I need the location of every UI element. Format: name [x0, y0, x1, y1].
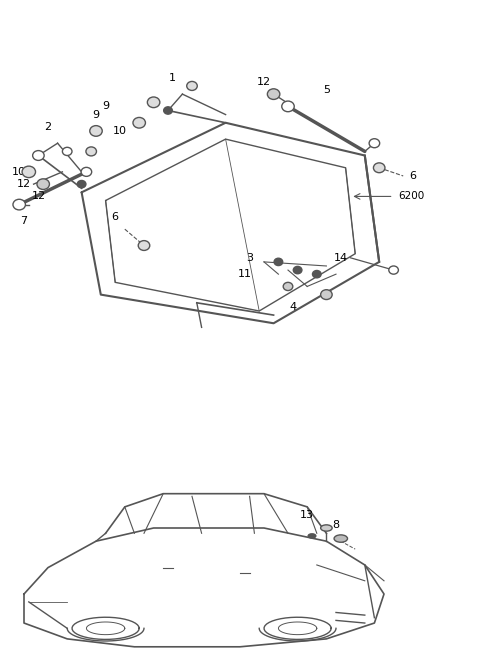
Circle shape — [321, 525, 332, 531]
Circle shape — [22, 166, 36, 178]
Text: 9: 9 — [102, 102, 109, 112]
Circle shape — [334, 535, 348, 543]
Circle shape — [33, 150, 44, 160]
Text: 10: 10 — [12, 167, 26, 177]
Circle shape — [86, 147, 96, 156]
Text: 11: 11 — [238, 269, 252, 279]
Circle shape — [37, 179, 49, 189]
Text: 13: 13 — [300, 510, 314, 520]
Text: 5: 5 — [323, 85, 330, 95]
Circle shape — [312, 271, 321, 278]
Circle shape — [283, 282, 293, 290]
Text: 1: 1 — [169, 73, 176, 82]
Text: 7: 7 — [21, 216, 27, 226]
Text: 2: 2 — [45, 122, 51, 132]
Text: 8: 8 — [333, 520, 339, 531]
Circle shape — [147, 97, 160, 108]
Circle shape — [133, 117, 145, 128]
Circle shape — [13, 199, 25, 210]
Text: 6200: 6200 — [398, 191, 425, 201]
Circle shape — [187, 81, 197, 90]
Text: 9: 9 — [93, 110, 99, 119]
Circle shape — [308, 534, 316, 538]
Text: 6: 6 — [112, 212, 119, 222]
Circle shape — [164, 107, 172, 114]
Circle shape — [267, 89, 280, 100]
Circle shape — [389, 266, 398, 274]
Text: 12: 12 — [257, 77, 271, 87]
Circle shape — [321, 290, 332, 300]
Circle shape — [77, 180, 86, 188]
Text: 4: 4 — [289, 302, 296, 312]
Circle shape — [138, 241, 150, 250]
Circle shape — [62, 147, 72, 156]
Circle shape — [369, 139, 380, 148]
Circle shape — [81, 168, 92, 176]
Circle shape — [274, 258, 283, 265]
Text: 6: 6 — [409, 171, 416, 181]
Text: 10: 10 — [113, 126, 127, 136]
Circle shape — [282, 101, 294, 112]
Circle shape — [90, 125, 102, 136]
Circle shape — [293, 267, 302, 274]
Text: 12: 12 — [17, 179, 31, 189]
Text: 14: 14 — [334, 253, 348, 263]
Text: 3: 3 — [246, 253, 253, 263]
Circle shape — [373, 163, 385, 173]
Text: 12: 12 — [31, 191, 46, 201]
